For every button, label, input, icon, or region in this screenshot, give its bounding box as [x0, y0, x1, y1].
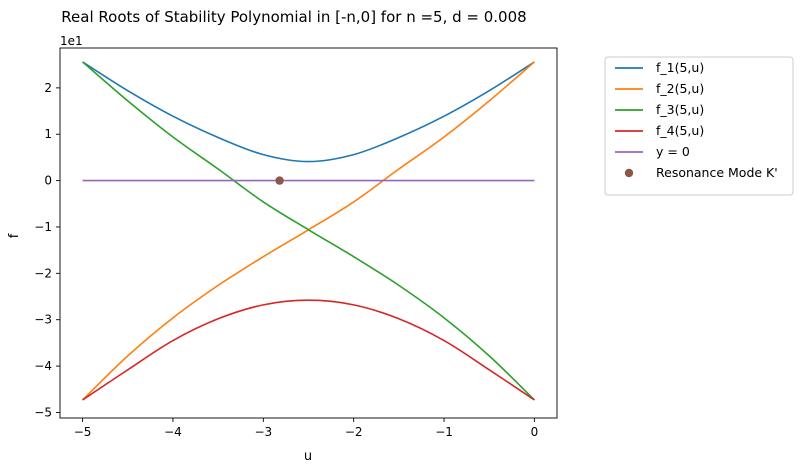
- chart-title: Real Roots of Stability Polynomial in [-…: [61, 8, 526, 26]
- y-tick-label: 0: [44, 174, 52, 188]
- legend-label: f_4(5,u): [656, 123, 704, 138]
- x-axis-label: u: [304, 449, 312, 464]
- x-tick-label: −5: [74, 425, 92, 439]
- resonance-point: [275, 176, 284, 185]
- y-tick-label: 1: [44, 127, 52, 141]
- series-line-2: [82, 61, 535, 401]
- legend: f_1(5,u) f_2(5,u) f_3(5,u) f_4(5,u)y = 0 Res…: [604, 56, 794, 196]
- legend-box: [604, 56, 794, 196]
- series-line-1: [82, 61, 535, 163]
- series-line-4: [82, 299, 535, 401]
- legend-label: f_1(5,u): [656, 60, 704, 75]
- x-tick-label: −3: [254, 425, 272, 439]
- y-tick-label: −1: [34, 220, 52, 234]
- legend-label: f_3(5,u): [656, 102, 704, 117]
- y-tick-label: −4: [34, 359, 52, 373]
- plot-area: −5 −4 −3 −2 −1 0 −5 −4 −3 −2 −1 0 1 2: [34, 47, 558, 439]
- y-axis-label: f: [7, 233, 22, 238]
- legend-label: y = 0: [656, 144, 690, 159]
- x-tick-label: −2: [345, 425, 363, 439]
- y-tick-label: 2: [44, 81, 52, 95]
- legend-label: Resonance Mode K': [656, 165, 778, 180]
- x-tick-label: −1: [435, 425, 453, 439]
- series-line-3: [82, 61, 535, 401]
- axes-frame: [59, 47, 558, 419]
- x-tick-label: 0: [531, 425, 539, 439]
- y-tick-label: −3: [34, 313, 52, 327]
- x-tick-label: −4: [164, 425, 182, 439]
- y-offset-label: 1e1: [60, 34, 83, 48]
- y-tick-label: −5: [34, 405, 52, 419]
- y-tick-label: −2: [34, 266, 52, 280]
- legend-label: f_2(5,u): [656, 81, 704, 96]
- legend-marker: [624, 168, 634, 178]
